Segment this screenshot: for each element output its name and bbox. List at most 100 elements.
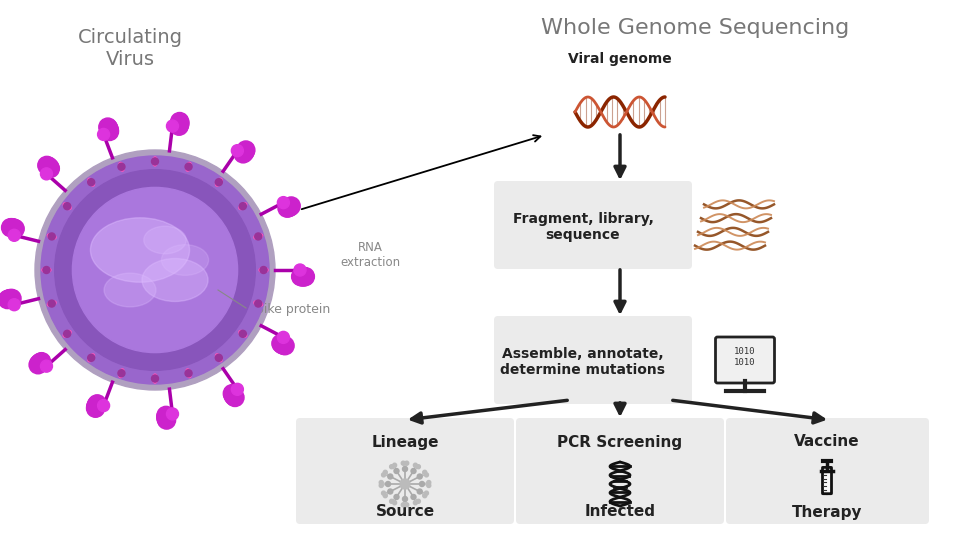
Circle shape [40, 158, 58, 176]
Circle shape [379, 483, 383, 488]
Circle shape [152, 158, 158, 165]
Ellipse shape [153, 157, 157, 166]
Circle shape [3, 219, 21, 237]
Circle shape [118, 370, 125, 377]
Ellipse shape [47, 301, 56, 306]
Ellipse shape [253, 234, 263, 239]
Circle shape [275, 336, 293, 354]
Circle shape [152, 375, 158, 382]
Circle shape [166, 120, 179, 132]
Ellipse shape [88, 354, 94, 362]
Circle shape [260, 267, 267, 273]
Circle shape [224, 384, 241, 402]
Circle shape [30, 355, 48, 373]
Circle shape [390, 465, 394, 469]
Circle shape [418, 489, 422, 494]
Circle shape [402, 496, 407, 502]
Ellipse shape [239, 330, 247, 337]
Circle shape [100, 120, 118, 138]
Circle shape [393, 501, 396, 505]
Text: RNA
extraction: RNA extraction [340, 241, 400, 269]
Circle shape [417, 500, 420, 503]
Circle shape [101, 122, 118, 139]
Ellipse shape [144, 226, 186, 254]
Circle shape [40, 168, 53, 180]
Circle shape [292, 268, 309, 286]
Circle shape [0, 291, 16, 308]
Circle shape [35, 150, 275, 390]
Circle shape [282, 197, 300, 215]
Text: Infected: Infected [585, 504, 656, 519]
Circle shape [293, 268, 311, 286]
Circle shape [33, 353, 51, 370]
Circle shape [72, 187, 238, 353]
Circle shape [239, 330, 247, 338]
Text: Lineage: Lineage [372, 435, 439, 449]
Circle shape [37, 157, 56, 174]
Circle shape [383, 494, 387, 498]
FancyBboxPatch shape [516, 458, 724, 524]
Circle shape [38, 157, 57, 175]
Ellipse shape [153, 374, 157, 383]
Circle shape [215, 179, 223, 186]
Text: Spike protein: Spike protein [248, 303, 330, 316]
Circle shape [29, 356, 47, 374]
FancyBboxPatch shape [726, 458, 929, 524]
FancyBboxPatch shape [494, 181, 692, 269]
Circle shape [239, 202, 247, 210]
Circle shape [86, 398, 105, 416]
Ellipse shape [90, 218, 189, 282]
Circle shape [101, 123, 118, 140]
Circle shape [402, 467, 407, 471]
FancyBboxPatch shape [296, 458, 514, 524]
Circle shape [87, 179, 95, 186]
Circle shape [87, 354, 95, 361]
Circle shape [411, 469, 416, 474]
Circle shape [6, 220, 24, 238]
FancyBboxPatch shape [726, 418, 929, 464]
Circle shape [381, 491, 386, 495]
Circle shape [254, 233, 262, 240]
Circle shape [171, 112, 189, 131]
Ellipse shape [161, 245, 208, 275]
Circle shape [156, 408, 175, 426]
Circle shape [274, 336, 292, 354]
Ellipse shape [88, 178, 94, 186]
Circle shape [272, 334, 290, 353]
Ellipse shape [47, 234, 56, 239]
Circle shape [388, 474, 393, 479]
Circle shape [383, 470, 387, 474]
Circle shape [157, 411, 176, 429]
FancyBboxPatch shape [516, 418, 724, 464]
Circle shape [63, 202, 71, 210]
Circle shape [427, 481, 431, 484]
Text: Circulating
Virus: Circulating Virus [78, 28, 182, 69]
Circle shape [48, 300, 56, 307]
Circle shape [418, 474, 422, 479]
Circle shape [41, 156, 269, 384]
Circle shape [414, 501, 418, 505]
Circle shape [420, 482, 424, 487]
Circle shape [414, 463, 418, 467]
FancyBboxPatch shape [494, 316, 692, 404]
Text: Vaccine: Vaccine [794, 435, 860, 449]
Ellipse shape [142, 259, 208, 301]
Circle shape [225, 388, 243, 406]
Circle shape [422, 494, 427, 498]
Circle shape [171, 113, 189, 132]
Circle shape [401, 461, 405, 465]
Circle shape [405, 503, 409, 507]
Circle shape [236, 143, 253, 161]
Circle shape [386, 482, 391, 487]
Circle shape [254, 300, 262, 307]
Circle shape [277, 197, 289, 208]
Circle shape [63, 330, 71, 338]
Text: Fragment, library,
sequence: Fragment, library, sequence [513, 212, 654, 242]
Circle shape [405, 461, 409, 465]
Circle shape [157, 410, 175, 428]
Circle shape [185, 370, 192, 377]
Circle shape [400, 479, 410, 489]
Ellipse shape [119, 369, 124, 377]
Circle shape [379, 481, 383, 484]
Circle shape [296, 268, 313, 286]
